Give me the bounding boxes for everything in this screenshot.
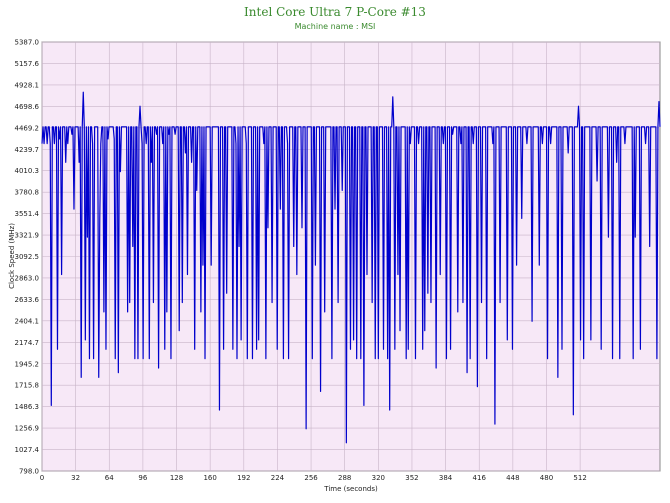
chart-title: Intel Core Ultra 7 P-Core #13 xyxy=(244,5,426,19)
y-axis-ticks: 798.0 1027.4 1256.9 1486.3 1715.8 1945.2 2174.… xyxy=(15,39,40,476)
y-tick-label: 4239.7 xyxy=(15,146,40,154)
x-tick-label: 384 xyxy=(439,474,453,482)
y-tick-label: 4928.1 xyxy=(15,81,40,89)
x-axis-ticks: 0 32 64 96 128 160 192 224 256 288 320 352 384 416 448… xyxy=(40,474,587,482)
x-tick-label: 160 xyxy=(203,474,216,482)
x-tick-label: 416 xyxy=(473,474,487,482)
x-tick-label: 288 xyxy=(338,474,351,482)
y-tick-label: 4698.6 xyxy=(15,103,40,111)
y-tick-label: 1945.2 xyxy=(15,360,40,368)
x-tick-label: 64 xyxy=(105,474,114,482)
y-tick-label: 1256.9 xyxy=(15,425,40,433)
y-axis-label: Clock Speed (MHz) xyxy=(8,223,16,289)
y-tick-label: 2404.1 xyxy=(15,317,40,325)
y-tick-label: 1486.3 xyxy=(15,403,40,411)
x-tick-label: 352 xyxy=(405,474,418,482)
x-tick-label: 320 xyxy=(372,474,385,482)
y-tick-label: 2633.6 xyxy=(15,296,40,304)
x-tick-label: 480 xyxy=(540,474,553,482)
y-tick-label: 5387.0 xyxy=(15,39,40,47)
chart-subtitle: Machine name : MSI xyxy=(294,22,376,31)
y-tick-label: 798.0 xyxy=(19,468,39,476)
y-tick-label: 1715.8 xyxy=(15,382,40,390)
x-tick-label: 96 xyxy=(138,474,147,482)
x-tick-label: 32 xyxy=(71,474,80,482)
y-tick-label: 3321.9 xyxy=(15,232,40,240)
x-tick-label: 192 xyxy=(237,474,250,482)
y-tick-label: 5157.6 xyxy=(15,60,40,68)
y-tick-label: 3780.8 xyxy=(15,189,40,197)
x-tick-label: 0 xyxy=(40,474,44,482)
y-tick-label: 2863.0 xyxy=(15,274,40,282)
x-tick-label: 128 xyxy=(170,474,183,482)
x-tick-label: 256 xyxy=(304,474,318,482)
x-tick-label: 448 xyxy=(506,474,519,482)
y-tick-label: 3092.5 xyxy=(15,253,40,261)
x-axis-label: Time (seconds) xyxy=(323,485,378,493)
y-tick-label: 4469.2 xyxy=(15,124,40,132)
y-tick-label: 2174.7 xyxy=(15,339,40,347)
x-tick-label: 512 xyxy=(573,474,586,482)
y-tick-label: 1027.4 xyxy=(15,446,40,454)
series-line xyxy=(41,91,661,444)
y-tick-label: 4010.3 xyxy=(15,167,40,175)
x-tick-label: 224 xyxy=(271,474,285,482)
y-tick-label: 3551.4 xyxy=(15,210,40,218)
